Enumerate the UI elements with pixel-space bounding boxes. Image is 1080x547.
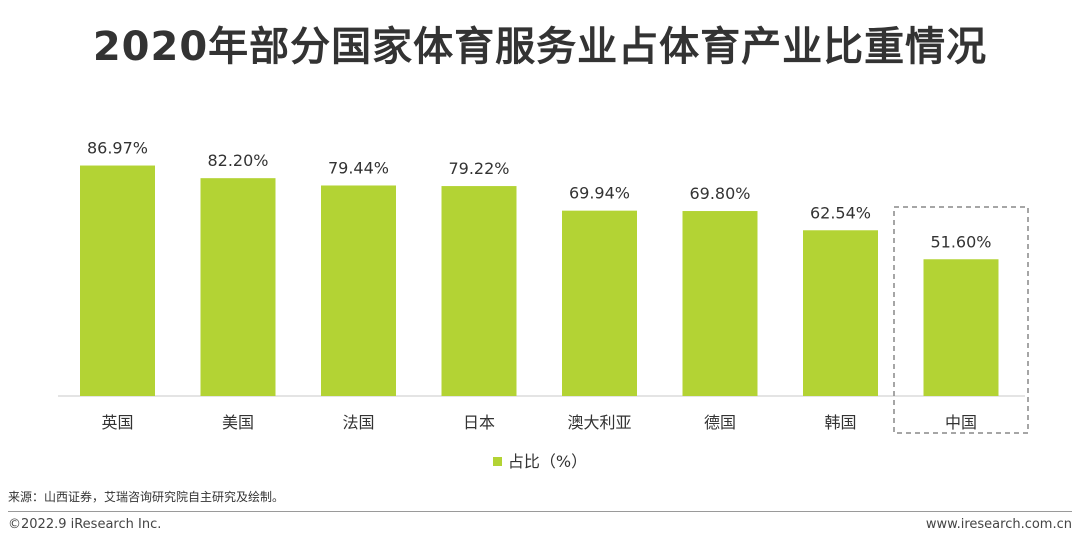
bar-4 [562,210,637,396]
value-label-0: 86.97% [87,139,148,158]
category-label-2: 法国 [342,413,374,432]
footer-divider [8,511,1072,512]
value-label-4: 69.94% [569,184,630,203]
copyright: ©2022.9 iResearch Inc. [8,517,162,532]
bar-5 [682,211,758,396]
category-label-0: 英国 [101,413,133,432]
highlight-box [893,206,1029,434]
source-note: 来源：山西证券，艾瑞咨询研究院自主研究及绘制。 [8,490,285,504]
category-labels-group: 英国 美国 法国 日本 澳大利亚 德国 韩国 中国 [101,413,977,432]
bar-2 [321,185,396,396]
value-label-5: 69.80% [689,184,750,203]
value-label-1: 82.20% [207,151,268,170]
category-label-1: 美国 [222,413,254,432]
value-label-2: 79.44% [328,158,389,177]
bar-0 [80,165,155,396]
category-label-6: 韩国 [824,413,856,432]
website: www.iresearch.com.cn [925,517,1072,532]
category-label-7: 中国 [945,413,977,432]
chart-title: 2020年部分国家体育服务业占体育产业比重情况 [92,24,988,70]
legend-swatch [492,457,502,466]
bar-6 [803,230,878,396]
value-label-3: 79.22% [448,159,509,178]
bar-1 [200,178,276,396]
value-labels-group: 86.97% 82.20% 79.44% 79.22% 69.94% 69.80% 62.5… [87,139,992,252]
category-label-5: 德国 [704,413,736,432]
value-label-7: 51.60% [930,232,991,251]
value-label-6: 62.54% [810,203,871,222]
category-label-3: 日本 [463,413,495,432]
bar-7 [923,259,999,396]
legend-label: 占比（%） [507,452,588,471]
bars-group [80,165,999,396]
bar-3 [441,186,517,396]
legend: 占比（%） [0,448,1080,472]
category-label-4: 澳大利亚 [567,413,631,432]
